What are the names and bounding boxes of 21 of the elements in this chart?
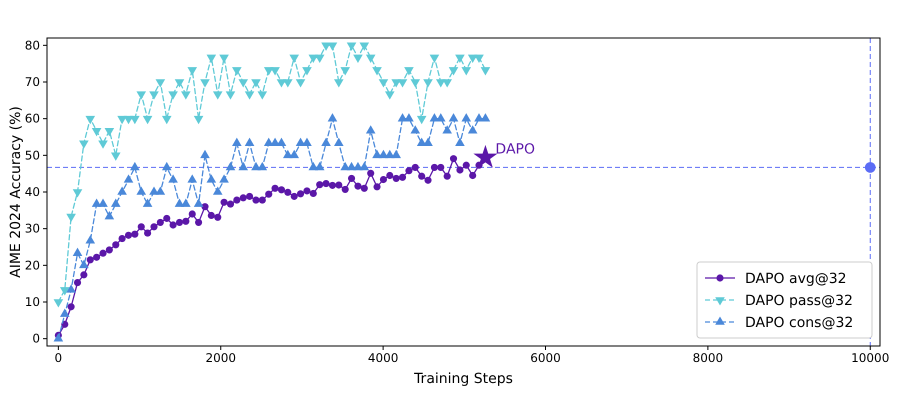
y-tick-label: 30: [24, 222, 40, 236]
x-tick-label: 10000: [851, 351, 890, 365]
y-tick-label: 10: [24, 295, 40, 309]
y-tick-label: 20: [24, 258, 40, 272]
x-tick-label: 2000: [205, 351, 236, 365]
y-tick-label: 80: [24, 38, 40, 52]
y-tick-label: 40: [24, 185, 40, 199]
x-tick-label: 4000: [368, 351, 398, 365]
x-axis-title: Training Steps: [413, 371, 513, 387]
legend-label: DAPO pass@32: [745, 293, 853, 309]
y-tick-label: 60: [24, 112, 40, 126]
y-tick-label: 70: [24, 75, 40, 89]
x-tick-label: 6000: [530, 351, 561, 365]
y-tick-label: 0: [32, 332, 40, 346]
legend-label: DAPO cons@32: [745, 315, 854, 331]
legend-label: DAPO avg@32: [745, 271, 847, 287]
annotation: DAPO: [495, 142, 535, 158]
y-tick-label: 50: [24, 148, 40, 162]
y-axis-title: AIME 2024 Accuracy (%): [8, 106, 24, 278]
x-tick-label: 0: [54, 351, 62, 365]
x-tick-label: 8000: [692, 351, 724, 365]
